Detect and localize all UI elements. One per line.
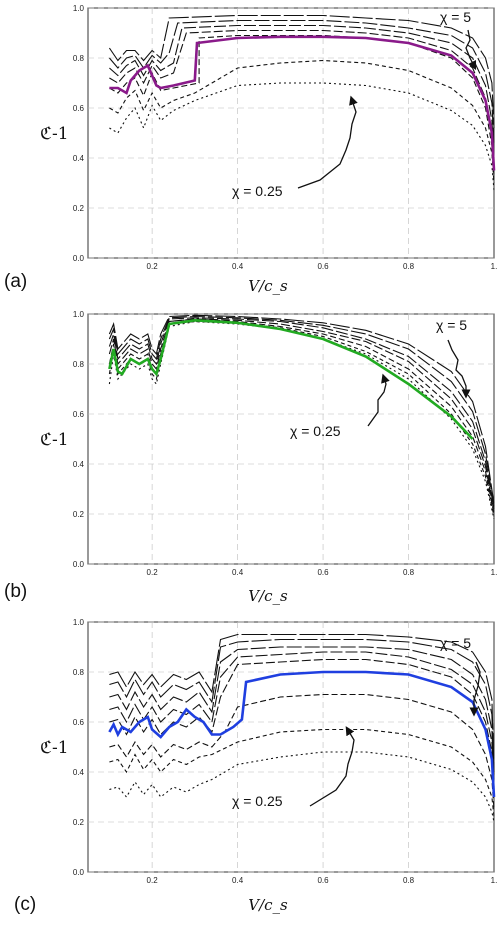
series-line-8 <box>109 633 495 773</box>
annotation-arrow <box>447 339 471 399</box>
x-tick-label: 0.8 <box>403 262 415 271</box>
y-tick-label: 0.2 <box>73 818 85 827</box>
series-line-7 <box>108 314 495 505</box>
y-axis-label: ℭ-1 <box>40 430 69 450</box>
series-line-2 <box>109 59 495 184</box>
series-line-4 <box>108 318 495 512</box>
y-tick-label: 0.8 <box>73 360 85 369</box>
series-line-5 <box>108 317 495 510</box>
x-tick-label: 0.4 <box>232 262 244 271</box>
series-line-1 <box>109 751 495 823</box>
series-line-1 <box>109 82 495 191</box>
annotation-arrow <box>465 29 477 71</box>
y-tick-label: 0.0 <box>73 560 85 569</box>
y-tick-label: 0.6 <box>73 104 85 113</box>
x-tick-label: 0.2 <box>147 262 159 271</box>
x-tick-label: 0.2 <box>147 568 159 577</box>
x-tick-label: 1. <box>491 876 498 885</box>
x-tick-label: 0.8 <box>403 876 415 885</box>
series-line-1 <box>108 320 495 520</box>
panel-3: 0.0 0.2 0.4 0.6 0.8 1.0 0.2 0.4 0.6 0.8 1. χ = 5 χ =… <box>14 618 497 915</box>
highlight-series-line <box>108 670 496 798</box>
panel-label: (c) <box>14 894 36 915</box>
x-tick-label: 0.6 <box>317 876 329 885</box>
annotation-label: χ = 5 <box>440 9 471 25</box>
x-tick-label: 0.4 <box>232 568 244 577</box>
y-tick-label: 0.4 <box>73 460 85 469</box>
annotation-label: χ = 0.25 <box>232 183 283 199</box>
x-tick-label: 1. <box>491 568 498 577</box>
y-axis-label: ℭ-1 <box>40 124 69 144</box>
series-line-6 <box>109 646 495 788</box>
annotation-label: χ = 5 <box>436 317 467 333</box>
series-line-2 <box>109 728 495 818</box>
series-line-3 <box>109 34 495 176</box>
series-line-7 <box>108 14 495 129</box>
series-line-2 <box>108 320 495 517</box>
highlight-series-line <box>109 35 496 171</box>
annotation-label: χ = 0.25 <box>290 423 341 439</box>
y-tick-label: 0.0 <box>73 254 85 263</box>
series-line-5 <box>109 651 495 793</box>
highlight-series-line <box>108 318 474 440</box>
y-tick-label: 0.4 <box>73 154 85 163</box>
series-line-3 <box>109 693 495 810</box>
x-tick-label: 0.6 <box>317 262 329 271</box>
y-tick-label: 0.4 <box>73 768 85 777</box>
plot-frame <box>87 621 495 873</box>
x-axis-label: V/c_s <box>248 277 288 295</box>
annotation-label: χ = 0.25 <box>232 793 283 809</box>
x-tick-label: 0.6 <box>317 568 329 577</box>
plot-frame <box>87 313 495 565</box>
y-tick-label: 1.0 <box>73 4 85 13</box>
series-line-6 <box>108 315 495 507</box>
y-tick-label: 0.2 <box>73 510 85 519</box>
annotation-arrow <box>297 95 358 189</box>
panel-label: (b) <box>4 581 27 602</box>
series-line-4 <box>109 658 495 798</box>
x-axis-label: V/c_s <box>248 587 288 605</box>
y-tick-label: 1.0 <box>73 618 85 627</box>
series-line-6 <box>108 19 495 146</box>
panel-label: (a) <box>4 271 27 292</box>
annotation-arrow <box>309 726 355 807</box>
series-line-3 <box>108 318 495 515</box>
annotation-label: χ = 5 <box>440 635 471 651</box>
y-tick-label: 0.6 <box>73 718 85 727</box>
y-tick-label: 1.0 <box>73 310 85 319</box>
x-tick-label: 1. <box>491 262 498 271</box>
annotation-arrow <box>367 373 390 427</box>
x-tick-label: 0.2 <box>147 876 159 885</box>
x-tick-label: 0.4 <box>232 876 244 885</box>
y-tick-label: 0.2 <box>73 204 85 213</box>
panel-2: 0.0 0.2 0.4 0.6 0.8 1.0 0.2 0.4 0.6 0.8 1. χ = 5 χ =… <box>4 310 497 605</box>
y-axis-label: ℭ-1 <box>40 738 69 758</box>
panel-1: 0.0 0.2 0.4 0.6 0.8 1.0 0.2 0.4 0.6 0.8 1. χ = 5 χ =… <box>4 4 497 295</box>
series-line-5 <box>109 24 495 159</box>
y-tick-label: 0.8 <box>73 668 85 677</box>
y-tick-label: 0.6 <box>73 410 85 419</box>
y-tick-label: 0.0 <box>73 868 85 877</box>
y-tick-label: 0.8 <box>73 54 85 63</box>
annotation-arrow <box>469 661 481 717</box>
series-line-7 <box>109 638 495 780</box>
x-axis-label: V/c_s <box>248 896 288 914</box>
x-tick-label: 0.8 <box>403 568 415 577</box>
